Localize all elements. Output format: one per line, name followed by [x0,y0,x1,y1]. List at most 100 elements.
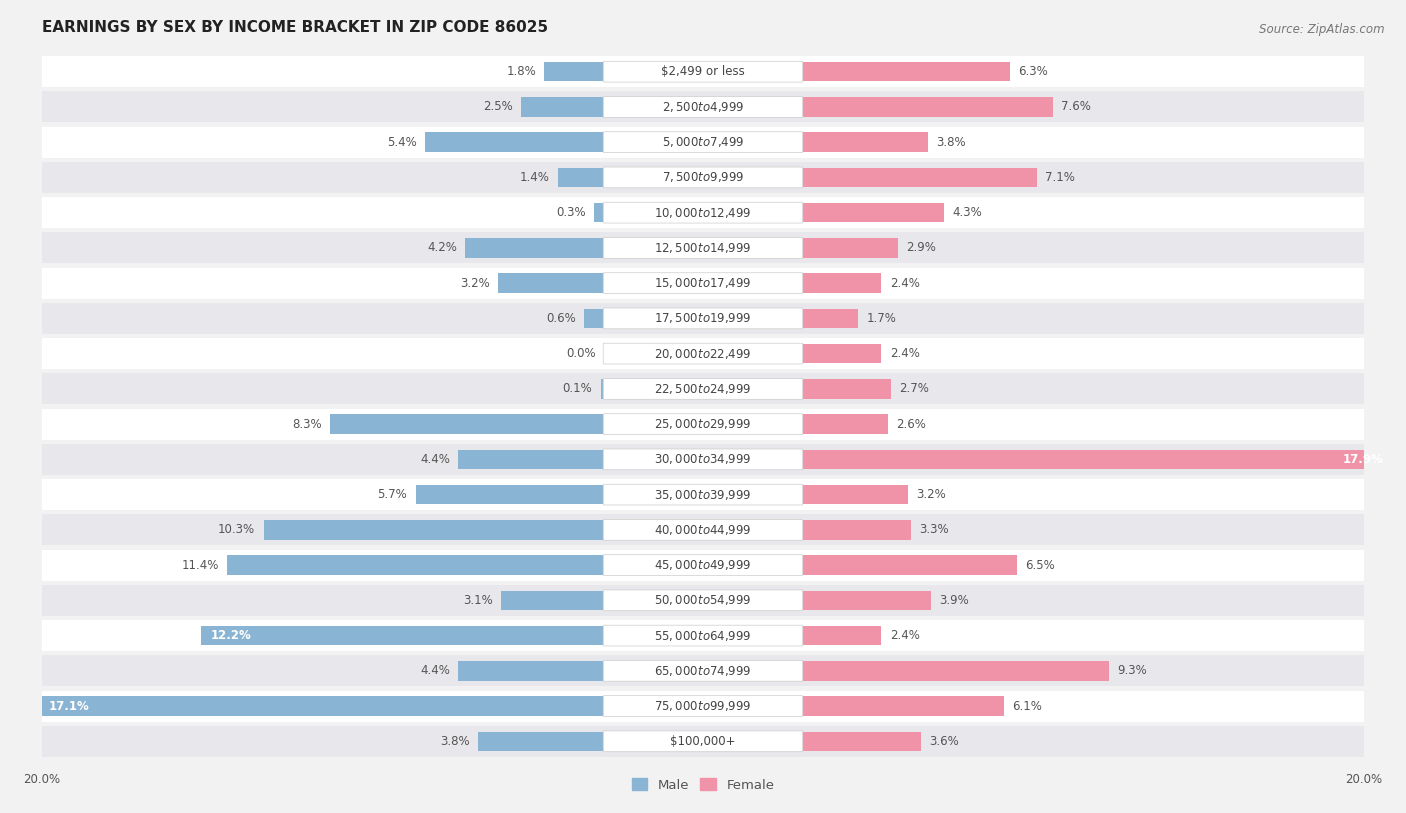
Text: 8.3%: 8.3% [292,418,322,431]
Text: 6.3%: 6.3% [1018,65,1049,78]
Bar [42,198,1364,228]
Text: $5,000 to $7,499: $5,000 to $7,499 [662,135,744,149]
Text: 4.3%: 4.3% [952,207,983,220]
Text: $15,000 to $17,499: $15,000 to $17,499 [654,276,752,290]
Text: $55,000 to $64,999: $55,000 to $64,999 [654,628,752,642]
Text: 4.2%: 4.2% [427,241,457,254]
Bar [478,732,605,751]
Text: 0.0%: 0.0% [567,347,596,360]
Bar [801,133,928,152]
Bar [42,690,1364,722]
Bar [801,415,889,434]
Bar [801,344,882,363]
Text: $7,500 to $9,999: $7,500 to $9,999 [662,171,744,185]
FancyBboxPatch shape [603,731,803,752]
Bar [801,309,858,328]
Bar [544,62,605,81]
Text: 3.3%: 3.3% [920,524,949,537]
Bar [801,732,921,751]
Bar [42,233,1364,263]
FancyBboxPatch shape [603,485,803,505]
Bar [801,555,1017,575]
Bar [42,303,1364,334]
FancyBboxPatch shape [603,414,803,434]
Bar [801,238,898,258]
FancyBboxPatch shape [603,132,803,153]
Text: $20,000 to $22,499: $20,000 to $22,499 [654,346,752,361]
Bar [416,485,605,504]
Text: 17.1%: 17.1% [49,699,90,712]
Bar [329,415,605,434]
Bar [801,661,1109,680]
FancyBboxPatch shape [603,237,803,259]
Text: 3.2%: 3.2% [460,276,489,289]
Text: $2,500 to $4,999: $2,500 to $4,999 [662,100,744,114]
Text: 3.8%: 3.8% [936,136,966,149]
FancyBboxPatch shape [603,272,803,293]
Bar [42,726,1364,757]
Text: 3.9%: 3.9% [939,593,969,606]
Bar [42,56,1364,87]
Text: 1.7%: 1.7% [866,312,897,325]
Text: $12,500 to $14,999: $12,500 to $14,999 [654,241,752,255]
Text: EARNINGS BY SEX BY INCOME BRACKET IN ZIP CODE 86025: EARNINGS BY SEX BY INCOME BRACKET IN ZIP… [42,20,548,35]
Legend: Male, Female: Male, Female [626,773,780,797]
Bar [801,450,1393,469]
Text: 4.4%: 4.4% [420,453,450,466]
Bar [583,309,605,328]
Bar [42,620,1364,651]
Text: $100,000+: $100,000+ [671,735,735,748]
Bar [42,127,1364,158]
Bar [42,515,1364,546]
Bar [801,203,945,222]
Bar [201,626,605,646]
FancyBboxPatch shape [603,696,803,716]
Text: $45,000 to $49,999: $45,000 to $49,999 [654,558,752,572]
Bar [39,697,605,715]
Text: $2,499 or less: $2,499 or less [661,65,745,78]
FancyBboxPatch shape [603,449,803,470]
Text: 9.3%: 9.3% [1118,664,1147,677]
Text: $17,500 to $19,999: $17,500 to $19,999 [654,311,752,325]
FancyBboxPatch shape [603,343,803,364]
Text: $35,000 to $39,999: $35,000 to $39,999 [654,488,752,502]
Text: 6.1%: 6.1% [1012,699,1042,712]
Text: 0.3%: 0.3% [557,207,586,220]
Bar [263,520,605,540]
Bar [801,591,931,610]
Text: 0.1%: 0.1% [562,382,592,395]
FancyBboxPatch shape [603,61,803,82]
Text: 2.4%: 2.4% [890,347,920,360]
Bar [502,591,605,610]
Text: 2.9%: 2.9% [907,241,936,254]
Bar [42,267,1364,298]
Text: $40,000 to $44,999: $40,000 to $44,999 [654,523,752,537]
Text: 6.5%: 6.5% [1025,559,1054,572]
Bar [801,273,882,293]
Bar [600,379,605,398]
Text: 5.7%: 5.7% [378,488,408,501]
Text: $22,500 to $24,999: $22,500 to $24,999 [654,382,752,396]
FancyBboxPatch shape [603,520,803,541]
FancyBboxPatch shape [603,97,803,117]
Text: $65,000 to $74,999: $65,000 to $74,999 [654,664,752,678]
Bar [801,379,891,398]
Bar [42,91,1364,123]
Text: 0.6%: 0.6% [546,312,576,325]
Text: 5.4%: 5.4% [388,136,418,149]
FancyBboxPatch shape [603,660,803,681]
Bar [465,238,605,258]
Text: $30,000 to $34,999: $30,000 to $34,999 [654,452,752,467]
Bar [801,485,908,504]
Bar [801,98,1053,116]
Text: 2.4%: 2.4% [890,629,920,642]
Bar [426,133,605,152]
Bar [42,409,1364,440]
Text: 11.4%: 11.4% [181,559,219,572]
FancyBboxPatch shape [603,590,803,611]
Bar [42,655,1364,686]
Text: 2.7%: 2.7% [900,382,929,395]
Bar [498,273,605,293]
Bar [801,697,1004,715]
Bar [801,62,1011,81]
